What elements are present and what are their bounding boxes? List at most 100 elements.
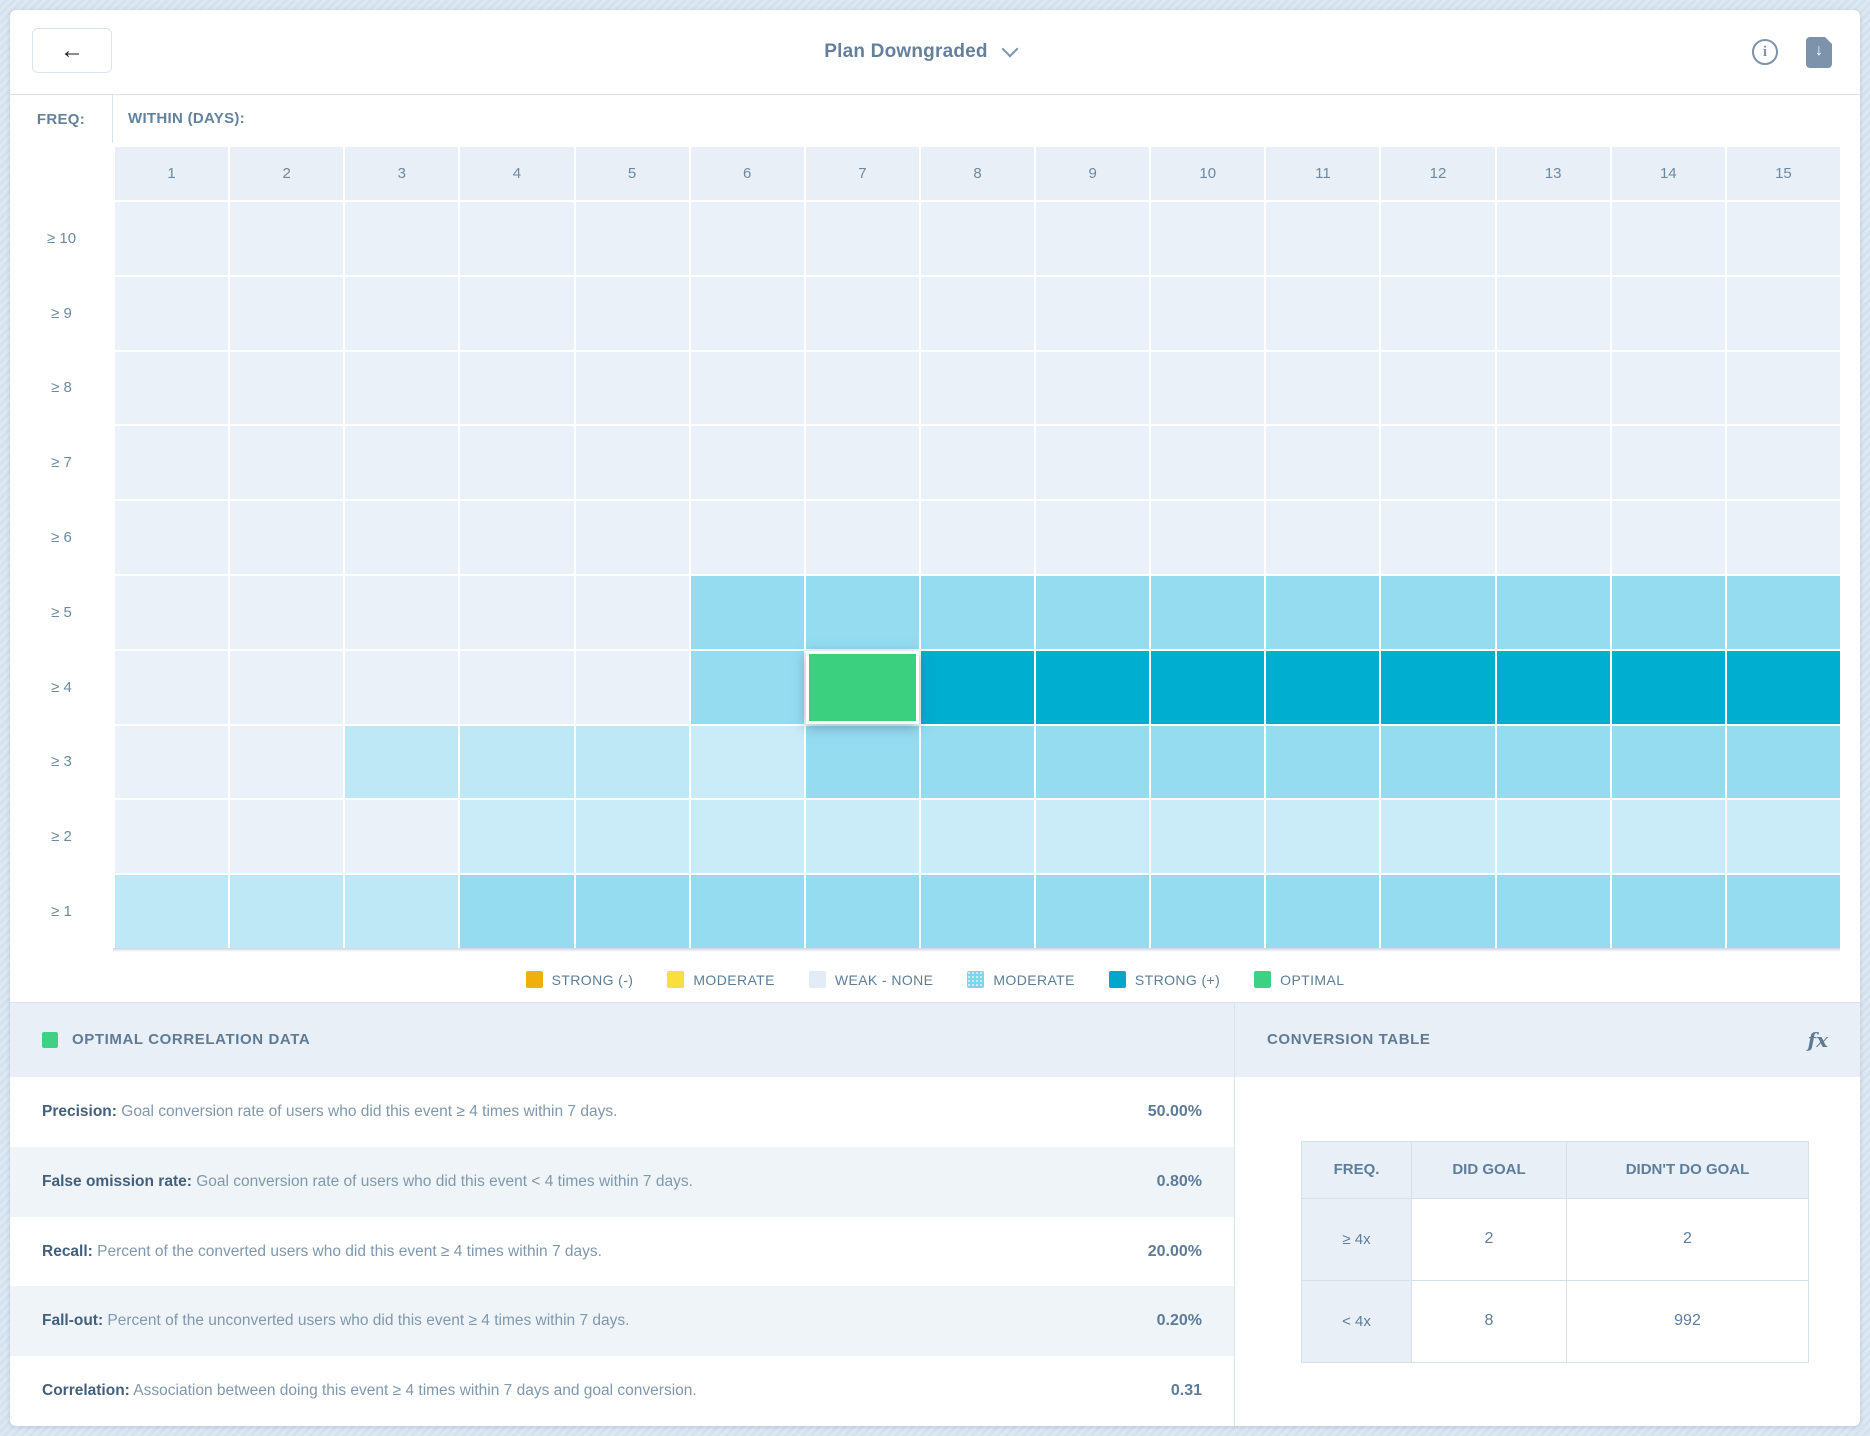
heatmap-cell-r7-c15[interactable] [1726,426,1840,500]
heatmap-cell-r6-c11[interactable] [1266,501,1380,574]
heatmap-cell-r9-c10[interactable] [1151,276,1265,350]
heatmap-cell-r5-c12[interactable] [1381,575,1495,649]
heatmap-cell-r9-c13[interactable] [1496,276,1610,350]
heatmap-cell-r9-c4[interactable] [460,276,574,350]
heatmap-cell-r2-c15[interactable] [1726,800,1840,874]
heatmap-cell-r9-c7[interactable] [805,276,919,350]
heatmap-cell-r8-c10[interactable] [1151,351,1265,425]
heatmap-cell-r10-c5[interactable] [575,202,689,275]
heatmap-cell-r4-c2[interactable] [230,650,344,724]
heatmap-cell-r9-c15[interactable] [1726,276,1840,350]
heatmap-cell-r2-c7[interactable] [805,800,919,874]
heatmap-cell-r6-c15[interactable] [1726,501,1840,574]
heatmap-cell-r5-c1[interactable] [115,575,229,649]
heatmap-cell-r7-c8[interactable] [920,426,1035,500]
heatmap-cell-r9-c12[interactable] [1381,276,1495,350]
heatmap-cell-r4-c6[interactable] [690,650,804,724]
heatmap-cell-r3-c7[interactable] [805,725,919,799]
heatmap-cell-r3-c5[interactable] [575,725,689,799]
heatmap-cell-r5-c8[interactable] [920,575,1035,649]
heatmap-cell-r8-c3[interactable] [345,351,459,425]
heatmap-cell-r6-c8[interactable] [920,501,1035,574]
heatmap-cell-r7-c1[interactable] [115,426,229,500]
heatmap-cell-r2-c4[interactable] [460,800,574,874]
heatmap-cell-r5-c7[interactable] [805,575,919,649]
heatmap-cell-r4-c15[interactable] [1726,650,1840,724]
heatmap-cell-r7-c13[interactable] [1496,426,1610,500]
heatmap-cell-r8-c15[interactable] [1726,351,1840,425]
heatmap-cell-r4-c8[interactable] [920,650,1035,724]
heatmap-cell-r4-c12[interactable] [1381,650,1495,724]
heatmap-cell-r4-c11[interactable] [1266,650,1380,724]
heatmap-cell-r1-c15[interactable] [1726,875,1840,948]
heatmap-cell-r10-c2[interactable] [230,202,344,275]
heatmap-cell-r8-c8[interactable] [920,351,1035,425]
heatmap-cell-r2-c9[interactable] [1036,800,1150,874]
heatmap-cell-r3-c12[interactable] [1381,725,1495,799]
heatmap-cell-r1-c9[interactable] [1036,875,1150,948]
heatmap-cell-r1-c14[interactable] [1611,875,1725,948]
heatmap-cell-r4-c1[interactable] [115,650,229,724]
heatmap-cell-r10-c12[interactable] [1381,202,1495,275]
heatmap-cell-r10-c6[interactable] [690,202,804,275]
heatmap-cell-r2-c3[interactable] [345,800,459,874]
heatmap-cell-r8-c13[interactable] [1496,351,1610,425]
heatmap-cell-r3-c15[interactable] [1726,725,1840,799]
heatmap-cell-r7-c12[interactable] [1381,426,1495,500]
fx-formula-icon[interactable]: fx [1807,1027,1828,1052]
heatmap-cell-r8-c11[interactable] [1266,351,1380,425]
heatmap-cell-r6-c9[interactable] [1036,501,1150,574]
heatmap-cell-r8-c9[interactable] [1036,351,1150,425]
heatmap-cell-r10-c10[interactable] [1151,202,1265,275]
heatmap-cell-r6-c12[interactable] [1381,501,1495,574]
heatmap-cell-r3-c6[interactable] [690,725,804,799]
heatmap-cell-r6-c3[interactable] [345,501,459,574]
heatmap-cell-r3-c2[interactable] [230,725,344,799]
heatmap-cell-r2-c11[interactable] [1266,800,1380,874]
heatmap-cell-r1-c1[interactable] [115,875,229,948]
heatmap-cell-r2-c13[interactable] [1496,800,1610,874]
heatmap-cell-r3-c9[interactable] [1036,725,1150,799]
heatmap-cell-r3-c14[interactable] [1611,725,1725,799]
heatmap-cell-r7-c5[interactable] [575,426,689,500]
heatmap-cell-r4-c5[interactable] [575,650,689,724]
heatmap-cell-r1-c7[interactable] [805,875,919,948]
heatmap-cell-r9-c9[interactable] [1036,276,1150,350]
heatmap-cell-r1-c8[interactable] [920,875,1035,948]
heatmap-cell-r6-c10[interactable] [1151,501,1265,574]
heatmap-cell-r5-c10[interactable] [1151,575,1265,649]
heatmap-cell-r3-c1[interactable] [115,725,229,799]
heatmap-cell-r1-c12[interactable] [1381,875,1495,948]
heatmap-cell-r10-c11[interactable] [1266,202,1380,275]
heatmap-cell-r3-c8[interactable] [920,725,1035,799]
back-button[interactable]: ← [32,28,112,73]
heatmap-cell-r10-c14[interactable] [1611,202,1725,275]
heatmap-cell-r4-c14[interactable] [1611,650,1725,724]
heatmap-cell-r10-c1[interactable] [115,202,229,275]
heatmap-cell-r1-c2[interactable] [230,875,344,948]
heatmap-cell-r6-c4[interactable] [460,501,574,574]
heatmap-cell-r5-c3[interactable] [345,575,459,649]
heatmap-cell-r7-c10[interactable] [1151,426,1265,500]
heatmap-cell-r1-c13[interactable] [1496,875,1610,948]
heatmap-cell-r9-c2[interactable] [230,276,344,350]
heatmap-cell-r7-c14[interactable] [1611,426,1725,500]
heatmap-cell-r9-c14[interactable] [1611,276,1725,350]
heatmap-cell-r7-c3[interactable] [345,426,459,500]
heatmap-cell-r10-c13[interactable] [1496,202,1610,275]
heatmap-cell-r2-c10[interactable] [1151,800,1265,874]
heatmap-cell-r5-c13[interactable] [1496,575,1610,649]
heatmap-cell-r6-c7[interactable] [805,501,919,574]
heatmap-cell-r5-c15[interactable] [1726,575,1840,649]
heatmap-cell-r2-c14[interactable] [1611,800,1725,874]
heatmap-cell-r9-c11[interactable] [1266,276,1380,350]
heatmap-cell-r7-c9[interactable] [1036,426,1150,500]
heatmap-cell-r8-c1[interactable] [115,351,229,425]
heatmap-cell-r7-c7[interactable] [805,426,919,500]
heatmap-cell-r9-c3[interactable] [345,276,459,350]
heatmap-cell-r6-c2[interactable] [230,501,344,574]
heatmap-cell-r4-c3[interactable] [345,650,459,724]
heatmap-cell-r8-c6[interactable] [690,351,804,425]
heatmap-cell-r7-c4[interactable] [460,426,574,500]
heatmap-cell-r1-c11[interactable] [1266,875,1380,948]
